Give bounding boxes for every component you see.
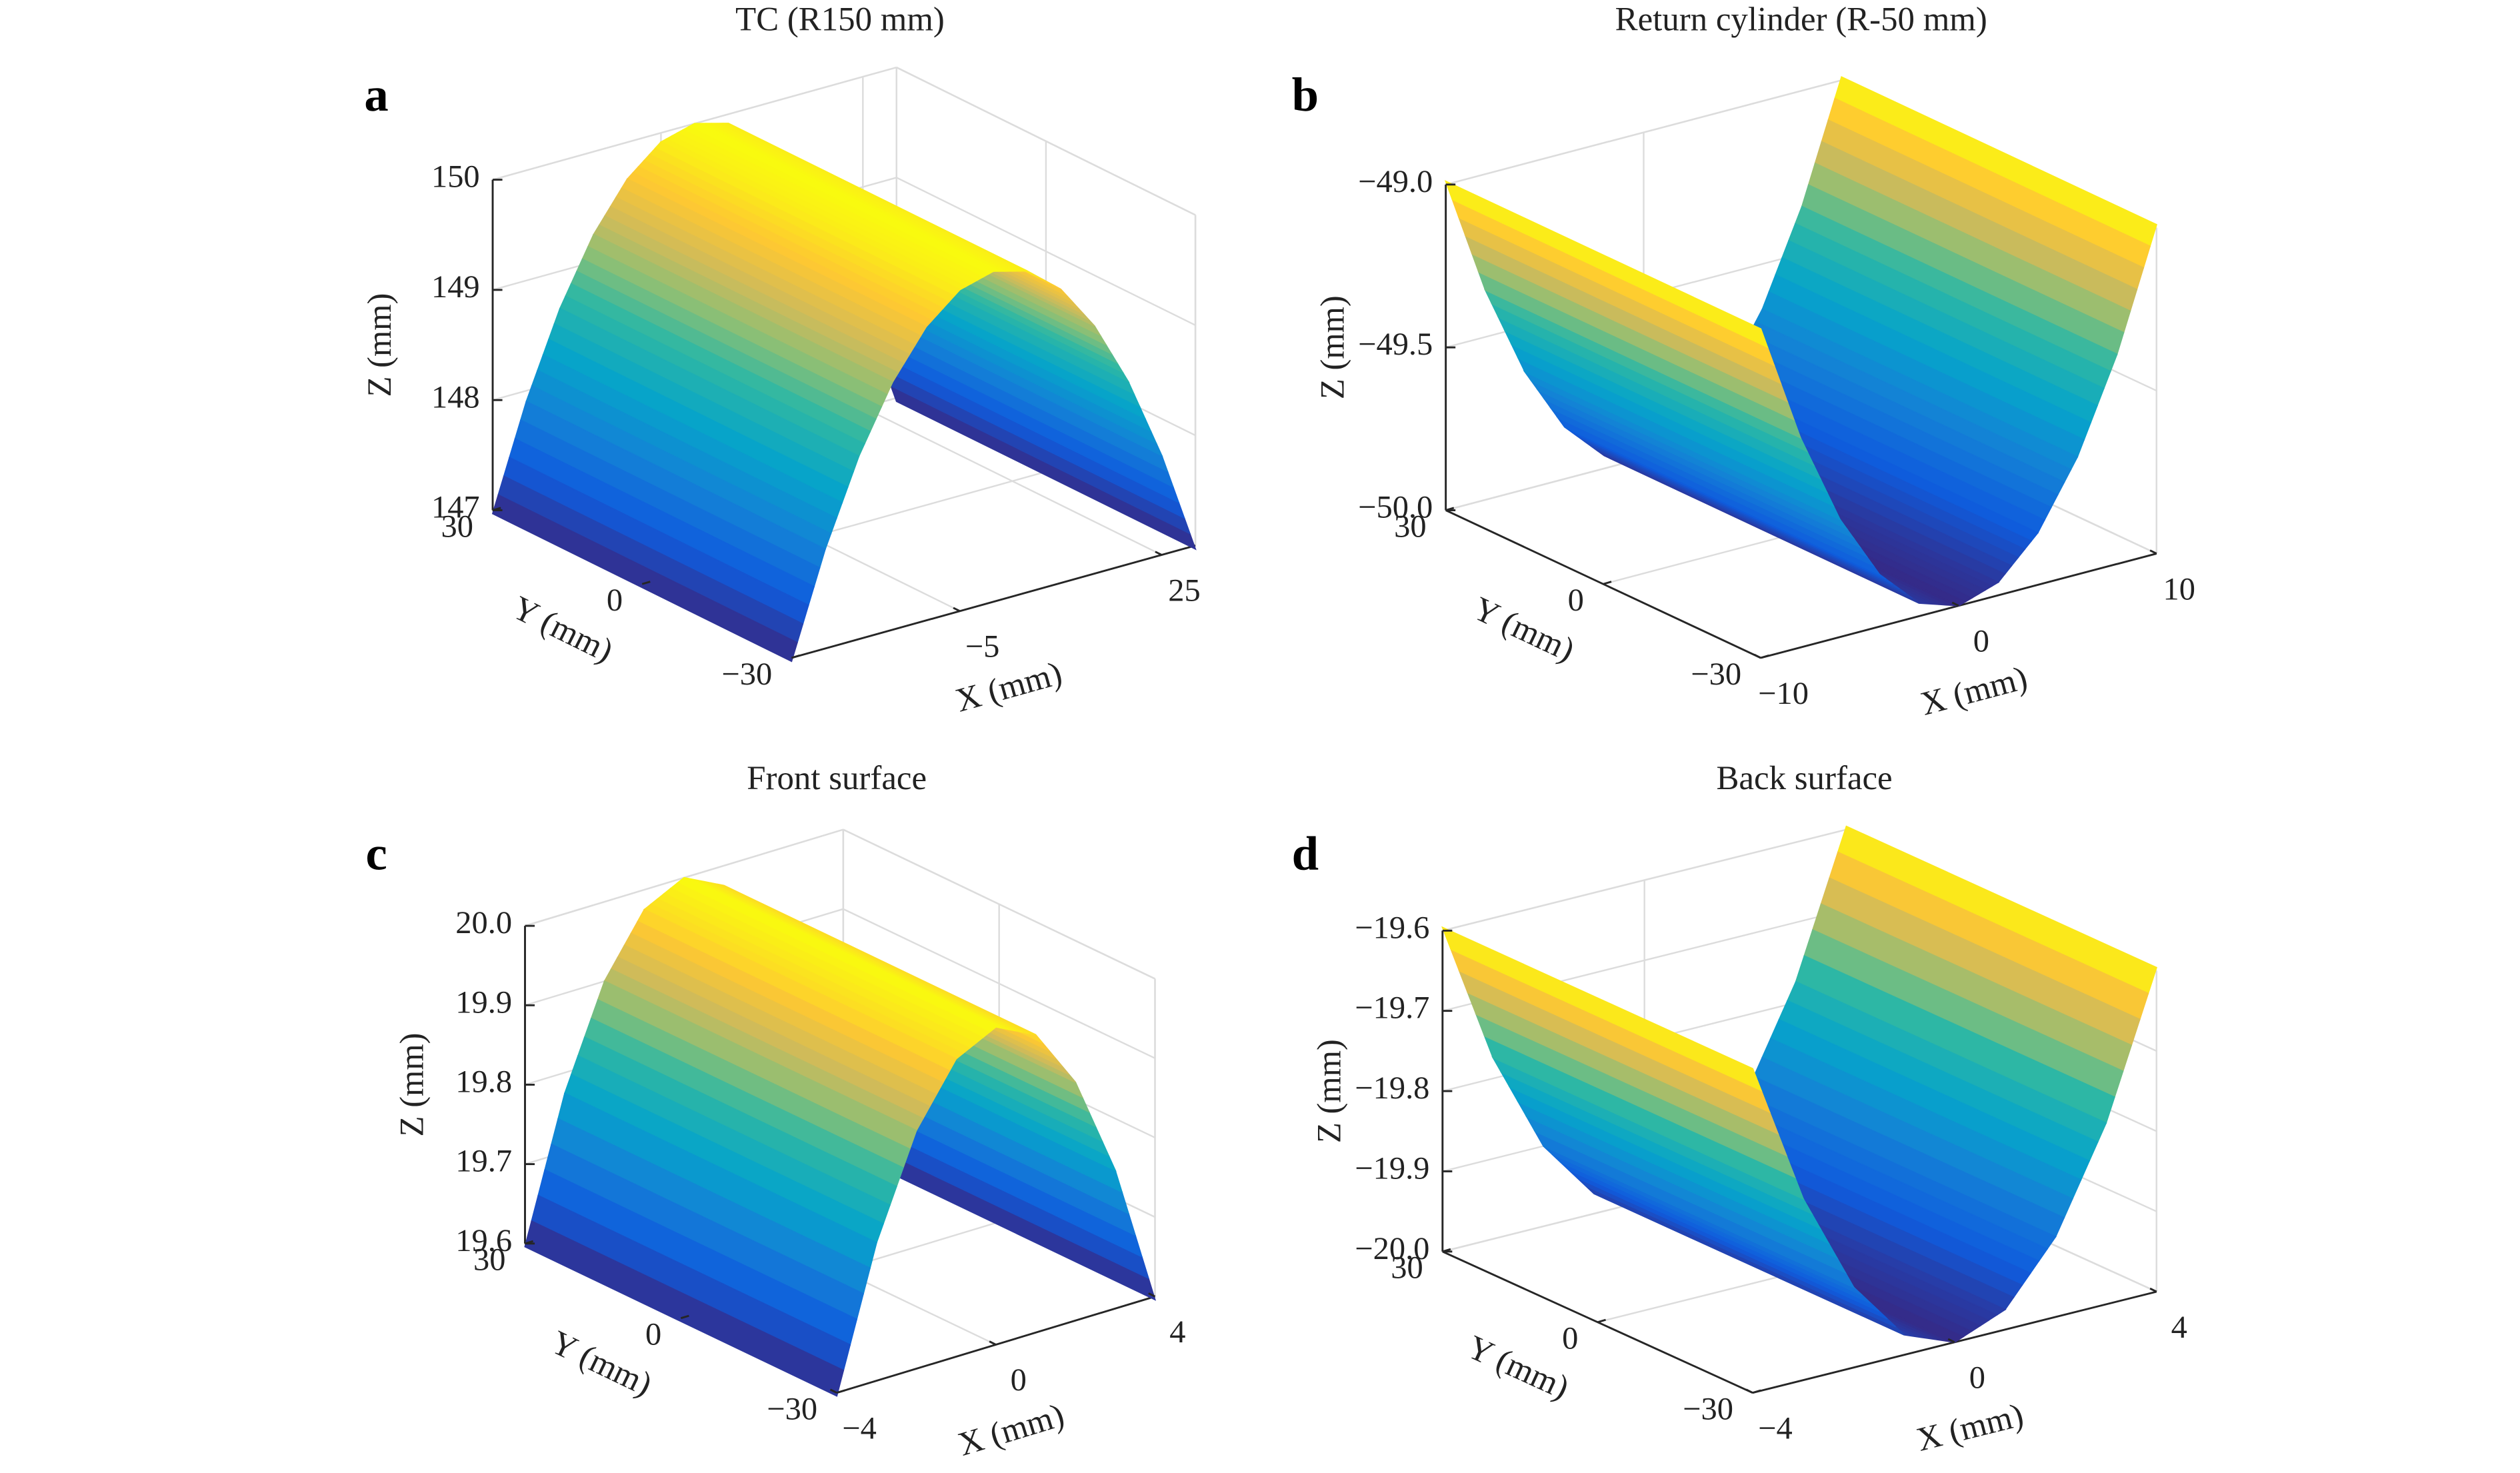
z-axis-label: Z (mm) xyxy=(393,1032,430,1136)
x-tick-label: −10 xyxy=(1758,676,1809,711)
x-tick-label: 4 xyxy=(2171,1310,2187,1345)
x-tick xyxy=(2149,549,2157,555)
y-tick-label: 30 xyxy=(1394,509,1426,545)
surface-strip xyxy=(524,1220,845,1397)
y-axis-label: Y (mm) xyxy=(545,1323,658,1403)
z-tick-label: 148 xyxy=(431,379,480,415)
z-tick-label: −20.0 xyxy=(1355,1231,1429,1266)
chart-title: Back surface xyxy=(1716,759,1892,796)
y-tick-label: −30 xyxy=(1683,1392,1733,1427)
panel: −20.0 −19.9 −19.8 −19.7 −19.6 −30 0 30 −4 0 4 Z (mm… xyxy=(1292,759,2187,1458)
panel-label: c xyxy=(365,826,387,880)
y-tick xyxy=(641,581,651,585)
y-tick-label: 30 xyxy=(441,509,473,545)
z-axis-label: Z (mm) xyxy=(1311,1039,1348,1143)
y-tick xyxy=(1752,1389,1761,1394)
z-tick-label: −49.5 xyxy=(1358,327,1433,362)
z-tick-label: 149 xyxy=(431,269,480,305)
z-tick-label: −19.7 xyxy=(1355,990,1429,1026)
y-tick-label: 0 xyxy=(1562,1321,1578,1356)
x-tick-label: −4 xyxy=(1758,1411,1793,1446)
chart-title: Front surface xyxy=(747,759,927,796)
z-tick-label: −50.0 xyxy=(1358,490,1433,525)
y-tick-label: 30 xyxy=(1391,1250,1423,1286)
x-axis-label: X (mm) xyxy=(954,1396,1069,1462)
x-tick xyxy=(989,1340,997,1346)
panel-label: d xyxy=(1292,826,1319,880)
z-tick-label: 19.6 xyxy=(455,1223,512,1258)
x-axis xyxy=(791,545,1196,659)
grid-line xyxy=(1442,828,1847,932)
surface-strip xyxy=(1441,926,1763,1092)
panel: 19.6 19.7 19.8 19.9 20.0 −30 0 30 −4 0 4 Z (mm) Y (m… xyxy=(365,759,1185,1463)
x-tick-label: 25 xyxy=(1168,573,1200,609)
x-tick-label: −4 xyxy=(842,1411,877,1446)
x-axis-label: X (mm) xyxy=(1917,659,2031,722)
surface-strip xyxy=(1444,180,1769,349)
z-tick-label: 19.7 xyxy=(455,1144,512,1179)
z-tick-label: 147 xyxy=(431,490,480,525)
surface-strip xyxy=(491,494,798,663)
x-axis-label: X (mm) xyxy=(1913,1396,2027,1458)
grid-line xyxy=(1445,79,1842,186)
x-tick-label: 10 xyxy=(2163,572,2195,607)
y-axis-label: Y (mm) xyxy=(1462,1328,1575,1406)
x-tick xyxy=(829,1388,837,1394)
panel: −50.0 −49.5 −49.0 −30 0 30 −10 0 10 Z (mm) Y (mm) X… xyxy=(1292,0,2195,722)
y-tick-label: −30 xyxy=(767,1392,817,1427)
x-tick xyxy=(1951,601,1959,607)
y-tick xyxy=(1760,655,1769,659)
x-tick-label: 0 xyxy=(1969,1360,1985,1396)
x-tick-label: 4 xyxy=(1169,1314,1185,1350)
y-tick-label: −30 xyxy=(721,657,772,692)
x-tick xyxy=(2149,1287,2157,1293)
z-tick-label: 19.9 xyxy=(455,984,512,1020)
y-tick-label: 30 xyxy=(473,1242,505,1278)
y-tick xyxy=(1442,1248,1451,1253)
x-tick xyxy=(953,607,961,613)
x-tick xyxy=(1947,1338,1955,1344)
x-tick xyxy=(1155,551,1163,556)
x-tick xyxy=(1148,1292,1156,1298)
grid-line xyxy=(896,67,1196,216)
y-tick xyxy=(791,655,800,659)
y-tick-label: 0 xyxy=(1568,583,1584,618)
chart-title: Return cylinder (R-50 mm) xyxy=(1615,0,1987,37)
grid-line xyxy=(896,177,1196,326)
grid-line xyxy=(843,828,1156,980)
x-tick-label: −5 xyxy=(965,629,1000,665)
x-tick-label: 0 xyxy=(1011,1362,1027,1398)
z-tick-label: −49.0 xyxy=(1358,164,1433,199)
z-tick-label: −19.6 xyxy=(1355,910,1429,945)
z-tick-label: −19.9 xyxy=(1355,1151,1429,1186)
y-tick xyxy=(1597,1318,1606,1324)
z-axis-label: Z (mm) xyxy=(1313,295,1351,399)
grid-line xyxy=(843,908,1156,1059)
y-tick xyxy=(492,507,501,511)
y-axis-label: Y (mm) xyxy=(1467,589,1580,669)
y-tick xyxy=(525,1240,534,1245)
y-tick-label: −30 xyxy=(1691,657,1741,692)
x-tick xyxy=(1745,1388,1753,1394)
y-tick xyxy=(680,1314,689,1320)
y-tick-label: 0 xyxy=(645,1317,661,1352)
z-tick-label: 20.0 xyxy=(455,905,512,940)
z-axis-label: Z (mm) xyxy=(361,293,398,397)
y-tick xyxy=(1603,581,1612,585)
y-tick xyxy=(1445,507,1455,511)
z-tick-label: −19.8 xyxy=(1355,1070,1429,1106)
panel-label: b xyxy=(1292,67,1319,121)
z-tick-label: 150 xyxy=(431,159,480,195)
x-tick xyxy=(1753,653,1761,659)
y-tick-label: 0 xyxy=(607,583,623,618)
chart-title: TC (R150 mm) xyxy=(735,0,945,37)
panel-label: a xyxy=(364,67,388,121)
y-axis-label: Y (mm) xyxy=(507,589,619,669)
x-tick-label: 0 xyxy=(1973,624,1989,659)
y-tick xyxy=(836,1389,845,1394)
z-tick-label: 19.8 xyxy=(455,1064,512,1100)
